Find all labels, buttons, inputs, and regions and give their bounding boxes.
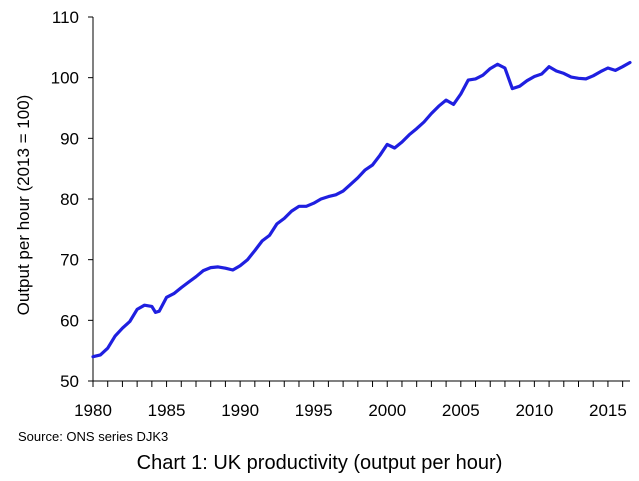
x-tick-label: 2000 [368,401,406,420]
x-tick-label: 1995 [295,401,333,420]
y-tick-label: 70 [60,251,79,270]
x-tick-label: 2015 [589,401,627,420]
y-tick-label: 100 [51,69,79,88]
x-axis: 1980 1985 1990 1995 2000 2005 2010 2015 [74,380,630,420]
y-tick-label: 80 [60,190,79,209]
productivity-line-chart: 50 60 70 80 90 100 110 1980 1985 1990 1995 2000 200… [14,8,632,420]
y-axis: 50 60 70 80 90 100 110 [51,8,94,391]
y-axis-label: Output per hour (2013 = 100) [14,95,33,316]
source-note: Source: ONS series DJK3 [18,429,169,444]
x-tick-label: 1990 [221,401,259,420]
y-tick-label: 90 [60,129,79,148]
series-line-0 [91,60,632,359]
y-tick-label: 50 [60,372,79,391]
chart-caption: Chart 1: UK productivity (output per hou… [136,452,503,474]
y-tick-label: 60 [60,311,79,330]
series-layer [91,60,632,359]
x-tick-label: 2010 [515,401,553,420]
x-tick-label: 1980 [74,401,112,420]
y-tick-label: 110 [52,8,79,27]
x-tick-label: 2005 [442,401,480,420]
x-tick-label: 1985 [148,401,186,420]
